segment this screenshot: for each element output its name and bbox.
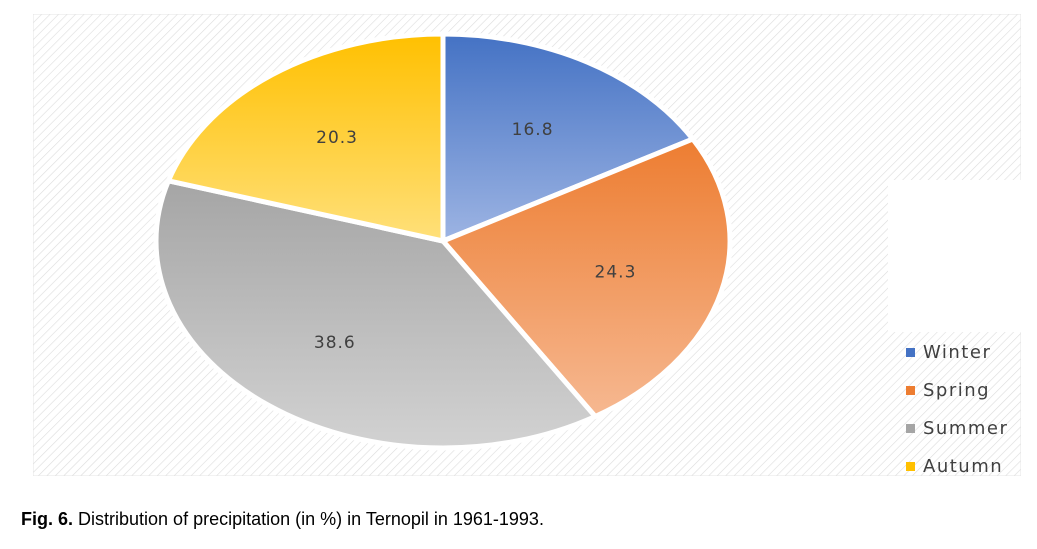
pie-chart: 16.8 24.3 38.6 20.3	[33, 14, 1021, 476]
data-label-summer: 38.6	[314, 333, 356, 353]
legend-label-spring: Spring	[923, 379, 991, 401]
legend-swatch-spring	[906, 385, 915, 395]
figure-caption-label: Fig. 6.	[21, 509, 74, 529]
chart-area: 16.8 24.3 38.6 20.3 Winter Spring Summer Au…	[33, 14, 1035, 477]
data-label-autumn: 20.3	[316, 128, 358, 148]
legend: Winter Spring Summer Autumn	[888, 180, 1035, 477]
legend-label-winter: Winter	[923, 341, 992, 363]
pie-slice-summer	[153, 178, 598, 451]
pie-data-labels: 16.8 24.3 38.6 20.3	[314, 120, 637, 353]
figure-caption-text: Distribution of precipitation (in %) in …	[73, 509, 544, 529]
figure-caption: Fig. 6. Distribution of precipitation (i…	[21, 509, 544, 530]
pie-slice-winter	[440, 31, 696, 244]
data-label-winter: 16.8	[512, 120, 554, 140]
pie-slice-autumn	[165, 31, 446, 244]
legend-item-summer: Summer	[906, 416, 1008, 440]
legend-swatch-winter	[906, 347, 915, 357]
legend-item-autumn: Autumn	[906, 454, 1003, 478]
data-label-spring: 24.3	[595, 263, 637, 283]
legend-label-summer: Summer	[923, 417, 1009, 439]
legend-item-winter: Winter	[906, 340, 991, 364]
legend-label-autumn: Autumn	[923, 455, 1004, 477]
pie-slice-spring	[440, 136, 733, 419]
legend-item-spring: Spring	[906, 378, 990, 402]
pie-slices	[153, 31, 733, 451]
legend-swatch-summer	[906, 423, 915, 433]
legend-swatch-autumn	[906, 461, 915, 471]
